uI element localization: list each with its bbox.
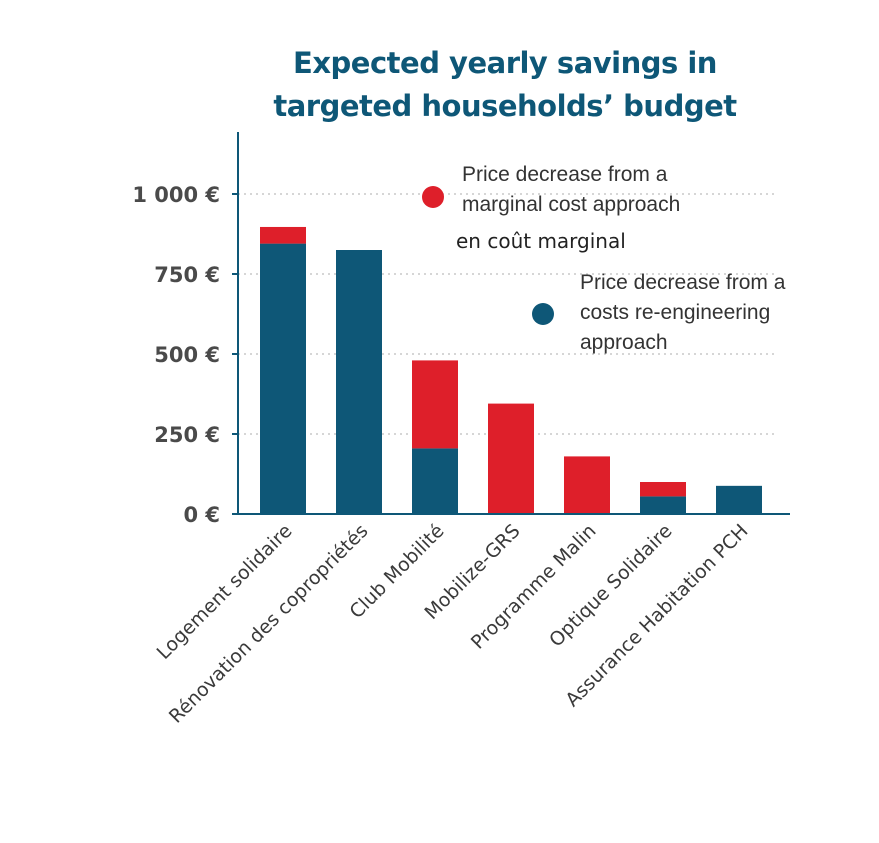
- bar-segment: [564, 456, 610, 514]
- y-tick-label: 250 €: [154, 423, 220, 447]
- axes: [237, 132, 790, 515]
- legend-extra-line: en coût marginal: [456, 229, 626, 253]
- chart-title-line-2: targeted households’ budget: [273, 89, 737, 123]
- y-tick-label: 1 000 €: [132, 183, 220, 207]
- legend-label-reengineering: Price decrease from a costs re-engineeri…: [580, 268, 785, 358]
- bar-segment: [412, 360, 458, 449]
- legend-label-reengineering-line-3: approach: [580, 331, 668, 354]
- legend-label-reengineering-line-2: costs re-engineering: [580, 301, 771, 324]
- legend-marker-reengineering: [532, 303, 554, 325]
- bar-segment: [640, 496, 686, 514]
- bar-segment: [716, 485, 762, 514]
- legend-label-reengineering-line-1: Price decrease from a: [580, 271, 786, 294]
- bars: [260, 226, 762, 514]
- legend-marker-marginal: [422, 186, 444, 208]
- y-tick-labels: 0 € 250 € 500 € 750 € 1 000 €: [132, 183, 220, 527]
- y-tick-label: 500 €: [154, 343, 220, 367]
- legend-extra-text: en coût marginal: [456, 226, 626, 256]
- chart-title: Expected yearly savings in targeted hous…: [230, 42, 780, 128]
- x-tick-label: Programme Malin: [467, 520, 601, 654]
- bar-segment: [412, 448, 458, 514]
- legend-label-marginal-line-1: Price decrease from a: [462, 163, 668, 186]
- y-tick-label: 750 €: [154, 263, 220, 287]
- chart-title-line-1: Expected yearly savings in: [293, 46, 717, 80]
- x-tick-label: Logement solidaire: [153, 520, 297, 664]
- bar-segment: [488, 403, 534, 514]
- legend-label-marginal: Price decrease from a marginal cost appr…: [462, 160, 680, 220]
- bar-segment: [336, 250, 382, 514]
- legend-label-marginal-line-2: marginal cost approach: [462, 193, 681, 216]
- bar-segment: [260, 226, 306, 244]
- bar-segment: [260, 243, 306, 514]
- bar-segment: [640, 482, 686, 497]
- y-tick-label: 0 €: [183, 503, 220, 527]
